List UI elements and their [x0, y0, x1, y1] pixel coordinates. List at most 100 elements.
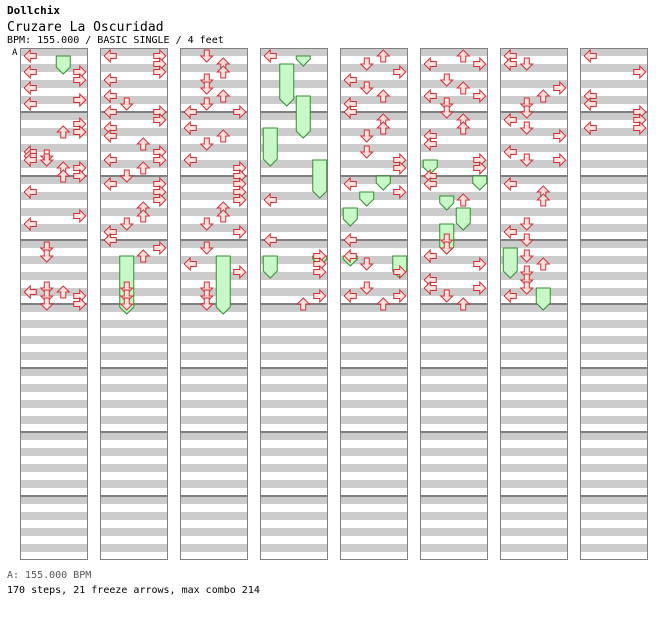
left-arrow	[183, 120, 197, 136]
beat-stripe	[500, 208, 568, 216]
measure-frame	[180, 304, 248, 368]
right-arrow	[73, 208, 87, 224]
measure-frame	[420, 112, 488, 176]
down-arrow	[199, 49, 214, 63]
beat-stripe	[580, 304, 648, 312]
beat-stripe	[260, 48, 328, 56]
beat-stripe	[580, 432, 648, 440]
beat-stripe	[580, 544, 648, 552]
beat-stripe	[180, 432, 248, 440]
up-arrow	[136, 161, 151, 175]
beat-stripe	[20, 288, 88, 296]
beat-stripe	[420, 160, 488, 168]
beat-stripe	[260, 272, 328, 280]
left-arrow	[103, 176, 117, 192]
beat-stripe	[180, 352, 248, 360]
measure-frame	[180, 240, 248, 304]
beat-stripe	[580, 192, 648, 200]
beat-stripe	[20, 256, 88, 264]
beat-stripe	[100, 544, 168, 552]
up-arrow	[456, 49, 471, 63]
beat-stripe	[580, 160, 648, 168]
beat-stripe	[500, 240, 568, 248]
measure-frame	[500, 112, 568, 176]
beat-stripe	[100, 320, 168, 328]
beat-stripe	[260, 464, 328, 472]
beat-stripe	[260, 416, 328, 424]
down-arrow	[439, 105, 454, 119]
measure-frame	[580, 432, 648, 496]
beat-stripe	[180, 544, 248, 552]
left-arrow	[23, 96, 37, 112]
freeze-arrow	[535, 287, 551, 311]
beat-stripe	[180, 416, 248, 424]
up-arrow	[376, 49, 391, 63]
right-arrow	[153, 240, 167, 256]
right-arrow	[473, 88, 487, 104]
beat-stripe	[100, 208, 168, 216]
freeze-arrow	[312, 159, 328, 199]
beat-stripe	[180, 288, 248, 296]
up-arrow	[216, 65, 231, 79]
right-arrow	[393, 64, 407, 80]
beat-stripe	[500, 256, 568, 264]
beat-stripe	[20, 544, 88, 552]
beat-stripe	[580, 128, 648, 136]
beat-stripe	[340, 208, 408, 216]
beat-stripe	[340, 176, 408, 184]
beat-stripe	[340, 432, 408, 440]
beat-stripe	[580, 320, 648, 328]
right-arrow	[233, 104, 247, 120]
down-arrow	[439, 289, 454, 303]
left-arrow	[103, 88, 117, 104]
up-arrow	[376, 121, 391, 135]
beat-stripe	[340, 384, 408, 392]
measure-frame	[20, 240, 88, 304]
measure-frame	[180, 432, 248, 496]
beat-stripe	[340, 336, 408, 344]
left-arrow	[503, 288, 517, 304]
measure-frame	[260, 368, 328, 432]
beat-stripe	[420, 48, 488, 56]
measure-frame	[100, 176, 168, 240]
right-arrow	[633, 120, 647, 136]
beat-stripe	[420, 320, 488, 328]
beat-stripe	[20, 48, 88, 56]
beat-stripe	[500, 496, 568, 504]
left-arrow	[103, 232, 117, 248]
freeze-arrow	[472, 175, 488, 191]
up-arrow	[376, 297, 391, 311]
beat-stripe	[580, 336, 648, 344]
beat-stripe	[420, 336, 488, 344]
up-arrow	[296, 297, 311, 311]
beat-stripe	[580, 272, 648, 280]
measure-frame	[420, 368, 488, 432]
beat-stripe	[500, 544, 568, 552]
down-arrow	[519, 121, 534, 135]
down-arrow	[519, 233, 534, 247]
measure-frame	[420, 48, 488, 112]
beat-stripe	[260, 176, 328, 184]
beat-stripe	[420, 112, 488, 120]
down-arrow	[199, 297, 214, 311]
beat-stripe	[260, 400, 328, 408]
down-arrow	[119, 297, 134, 311]
left-arrow	[423, 280, 437, 296]
beat-stripe	[500, 288, 568, 296]
left-arrow	[23, 284, 37, 300]
beat-stripe	[100, 352, 168, 360]
left-arrow	[423, 176, 437, 192]
beat-stripe	[20, 224, 88, 232]
measure-frame	[580, 48, 648, 112]
beat-stripe	[500, 352, 568, 360]
beat-stripe	[100, 160, 168, 168]
measure-frame	[260, 304, 328, 368]
measure-frame	[340, 496, 408, 560]
beat-stripe	[340, 224, 408, 232]
beat-stripe	[100, 528, 168, 536]
right-arrow	[473, 160, 487, 176]
right-arrow	[393, 264, 407, 280]
beat-stripe	[180, 96, 248, 104]
measure-frame	[340, 368, 408, 432]
beat-stripe	[100, 384, 168, 392]
